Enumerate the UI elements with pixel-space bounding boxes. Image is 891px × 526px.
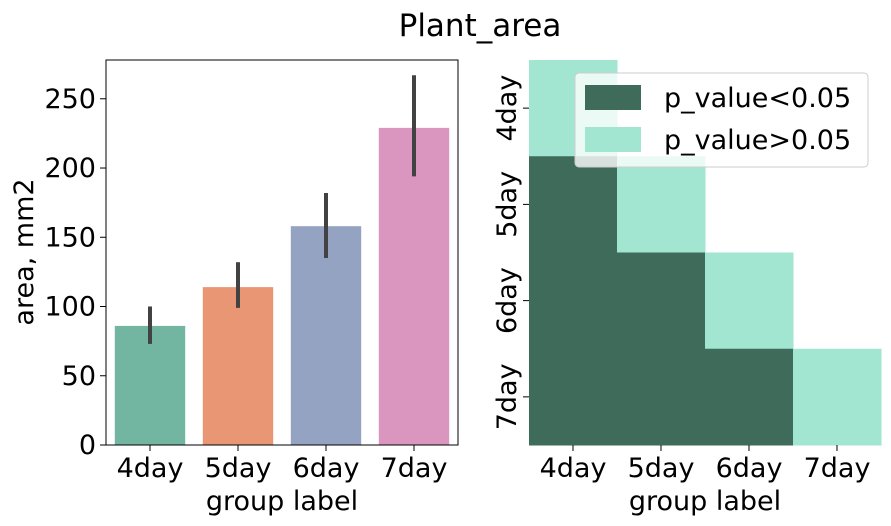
y-axis-ticks: 0 50 100 150 200 250 [44,84,106,461]
x-tick-label: 5day [205,453,272,484]
heatmap-x-axis-label: group label [629,486,781,517]
heatmap-chart: 4day 5day 6day 7day 4day 5day 6day 7day group … [492,60,882,517]
heatmap-y-tick-label: 6day [492,267,523,334]
heatmap-x-tick-label: 4day [540,453,607,484]
heatmap-cells [529,60,882,446]
y-tick-label: 100 [44,292,96,323]
heatmap-y-ticks: 4day 5day 6day 7day [492,75,529,430]
legend-swatch-not-significant [585,127,641,152]
bar [378,127,450,445]
y-axis-label: area, mm2 [9,178,40,325]
legend-box [574,72,869,168]
bar [290,226,362,445]
heatmap-cell [617,348,706,446]
y-tick-label: 0 [79,430,96,461]
plot-frame [105,59,459,446]
heatmap-x-ticks: 4day 5day 6day 7day [540,445,871,484]
heatmap-cell [617,252,706,350]
heatmap-y-tick-label: 4day [492,75,523,142]
x-tick-label: 7day [381,453,448,484]
x-axis-label: group label [206,486,358,517]
error-bars [148,75,416,344]
y-tick-label: 150 [44,222,96,253]
bars [114,127,450,445]
heatmap-cell [705,252,794,350]
x-tick-label: 4day [117,453,184,484]
heatmap-cell [793,348,882,446]
legend-label-significant: p_value<0.05 [664,83,851,114]
heatmap-x-tick-label: 7day [804,453,871,484]
bar [202,287,274,445]
heatmap-cell [529,252,618,350]
y-tick-label: 200 [44,153,96,184]
legend-label-not-significant: p_value>0.05 [664,125,851,156]
heatmap-cell [529,348,618,446]
heatmap-y-tick-label: 7day [492,363,523,430]
legend-swatch-significant [585,85,641,110]
y-tick-label: 250 [44,84,96,115]
heatmap-cell [617,156,706,253]
legend: p_value<0.05 p_value>0.05 [574,72,869,168]
x-axis-ticks: 4day 5day 6day 7day [117,445,448,484]
figure-title: Plant_area [399,8,562,44]
x-tick-label: 6day [293,453,360,484]
bar [114,325,186,445]
heatmap-cell [705,348,794,446]
heatmap-cell [529,156,618,253]
y-tick-label: 50 [62,361,96,392]
heatmap-x-tick-label: 6day [716,453,783,484]
heatmap-x-tick-label: 5day [628,453,695,484]
heatmap-y-tick-label: 5day [492,171,523,238]
bar-chart: 0 50 100 150 200 250 4day 5day 6day 7day group l… [9,59,459,517]
